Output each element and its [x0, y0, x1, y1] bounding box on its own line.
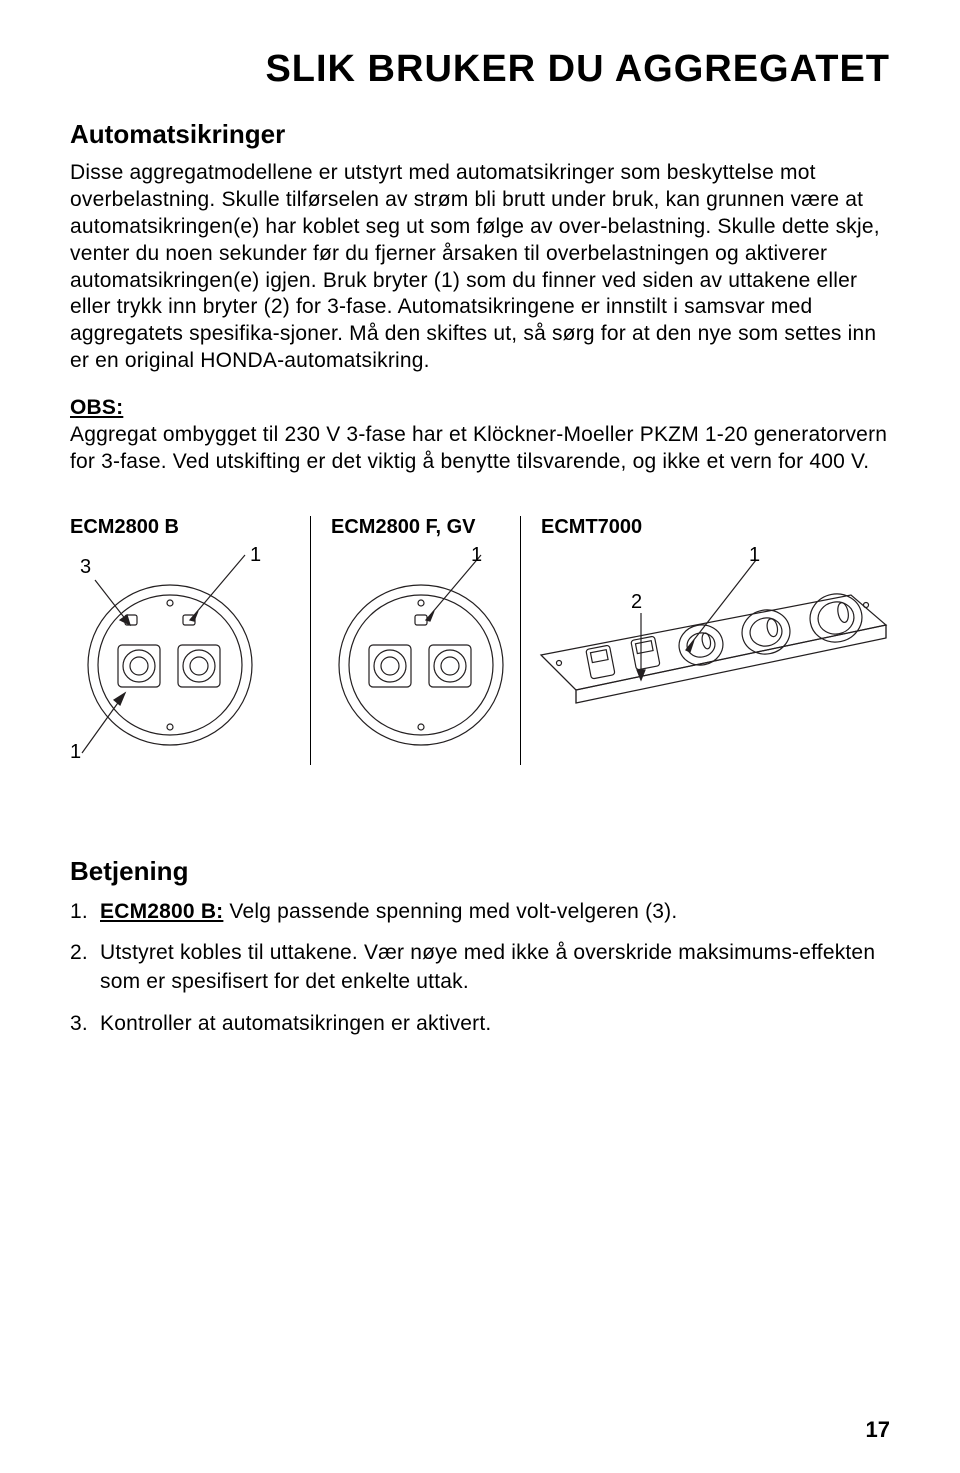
- obs-body: Aggregat ombygget til 230 V 3-fase har e…: [70, 423, 887, 473]
- diagram-ecm2800fgv: ECM2800 F, GV 1: [310, 516, 520, 765]
- diagram-row: ECM2800 B 1 3 1: [70, 516, 890, 796]
- section-heading-betjening: Betjening: [70, 856, 890, 887]
- obs-label: OBS:: [70, 396, 123, 419]
- diagram-label-a: ECM2800 B: [70, 516, 300, 539]
- list-num: 3.: [70, 1009, 88, 1038]
- list-item: 1. ECM2800 B: Velg passende spenning med…: [70, 897, 890, 926]
- diagram-label-b: ECM2800 F, GV: [331, 516, 520, 539]
- page-title: SLIK BRUKER DU AGGREGATET: [70, 48, 890, 91]
- list-text: Kontroller at automatsikringen er aktive…: [100, 1012, 491, 1035]
- body-paragraph-1: Disse aggregatmodellene er utstyrt med a…: [70, 160, 890, 375]
- section-heading-automatsikringer: Automatsikringer: [70, 119, 890, 150]
- callout-1-c: 1: [749, 544, 760, 567]
- list-text: Utstyret kobles til uttakene. Vær nøye m…: [100, 941, 875, 993]
- obs-block: OBS: Aggregat ombygget til 230 V 3-fase …: [70, 395, 890, 476]
- list-item: 2. Utstyret kobles til uttakene. Vær nøy…: [70, 938, 890, 997]
- list-item: 3. Kontroller at automatsikringen er akt…: [70, 1009, 890, 1038]
- callout-1-b: 1: [471, 544, 482, 567]
- callout-3: 3: [80, 556, 91, 579]
- callout-2-c: 2: [631, 591, 642, 614]
- socket-panel-icon-b: [331, 545, 511, 765]
- betjening-list: 1. ECM2800 B: Velg passende spenning med…: [70, 897, 890, 1039]
- callout-1: 1: [250, 544, 261, 567]
- list-num: 1.: [70, 897, 88, 926]
- diagram-label-c: ECMT7000: [541, 516, 890, 539]
- list-num: 2.: [70, 938, 88, 967]
- callout-1b: 1: [70, 741, 81, 764]
- socket-strip-icon: [531, 545, 891, 765]
- socket-panel-icon-a: [70, 545, 270, 765]
- diagram-ecmt7000: ECMT7000 1 2: [520, 516, 890, 765]
- diagram-ecm2800b: ECM2800 B 1 3 1: [70, 516, 300, 765]
- list-rest: Velg passende spenning med volt-velgeren…: [223, 900, 677, 923]
- list-prefix: ECM2800 B:: [100, 900, 223, 923]
- page-number: 17: [866, 1417, 890, 1443]
